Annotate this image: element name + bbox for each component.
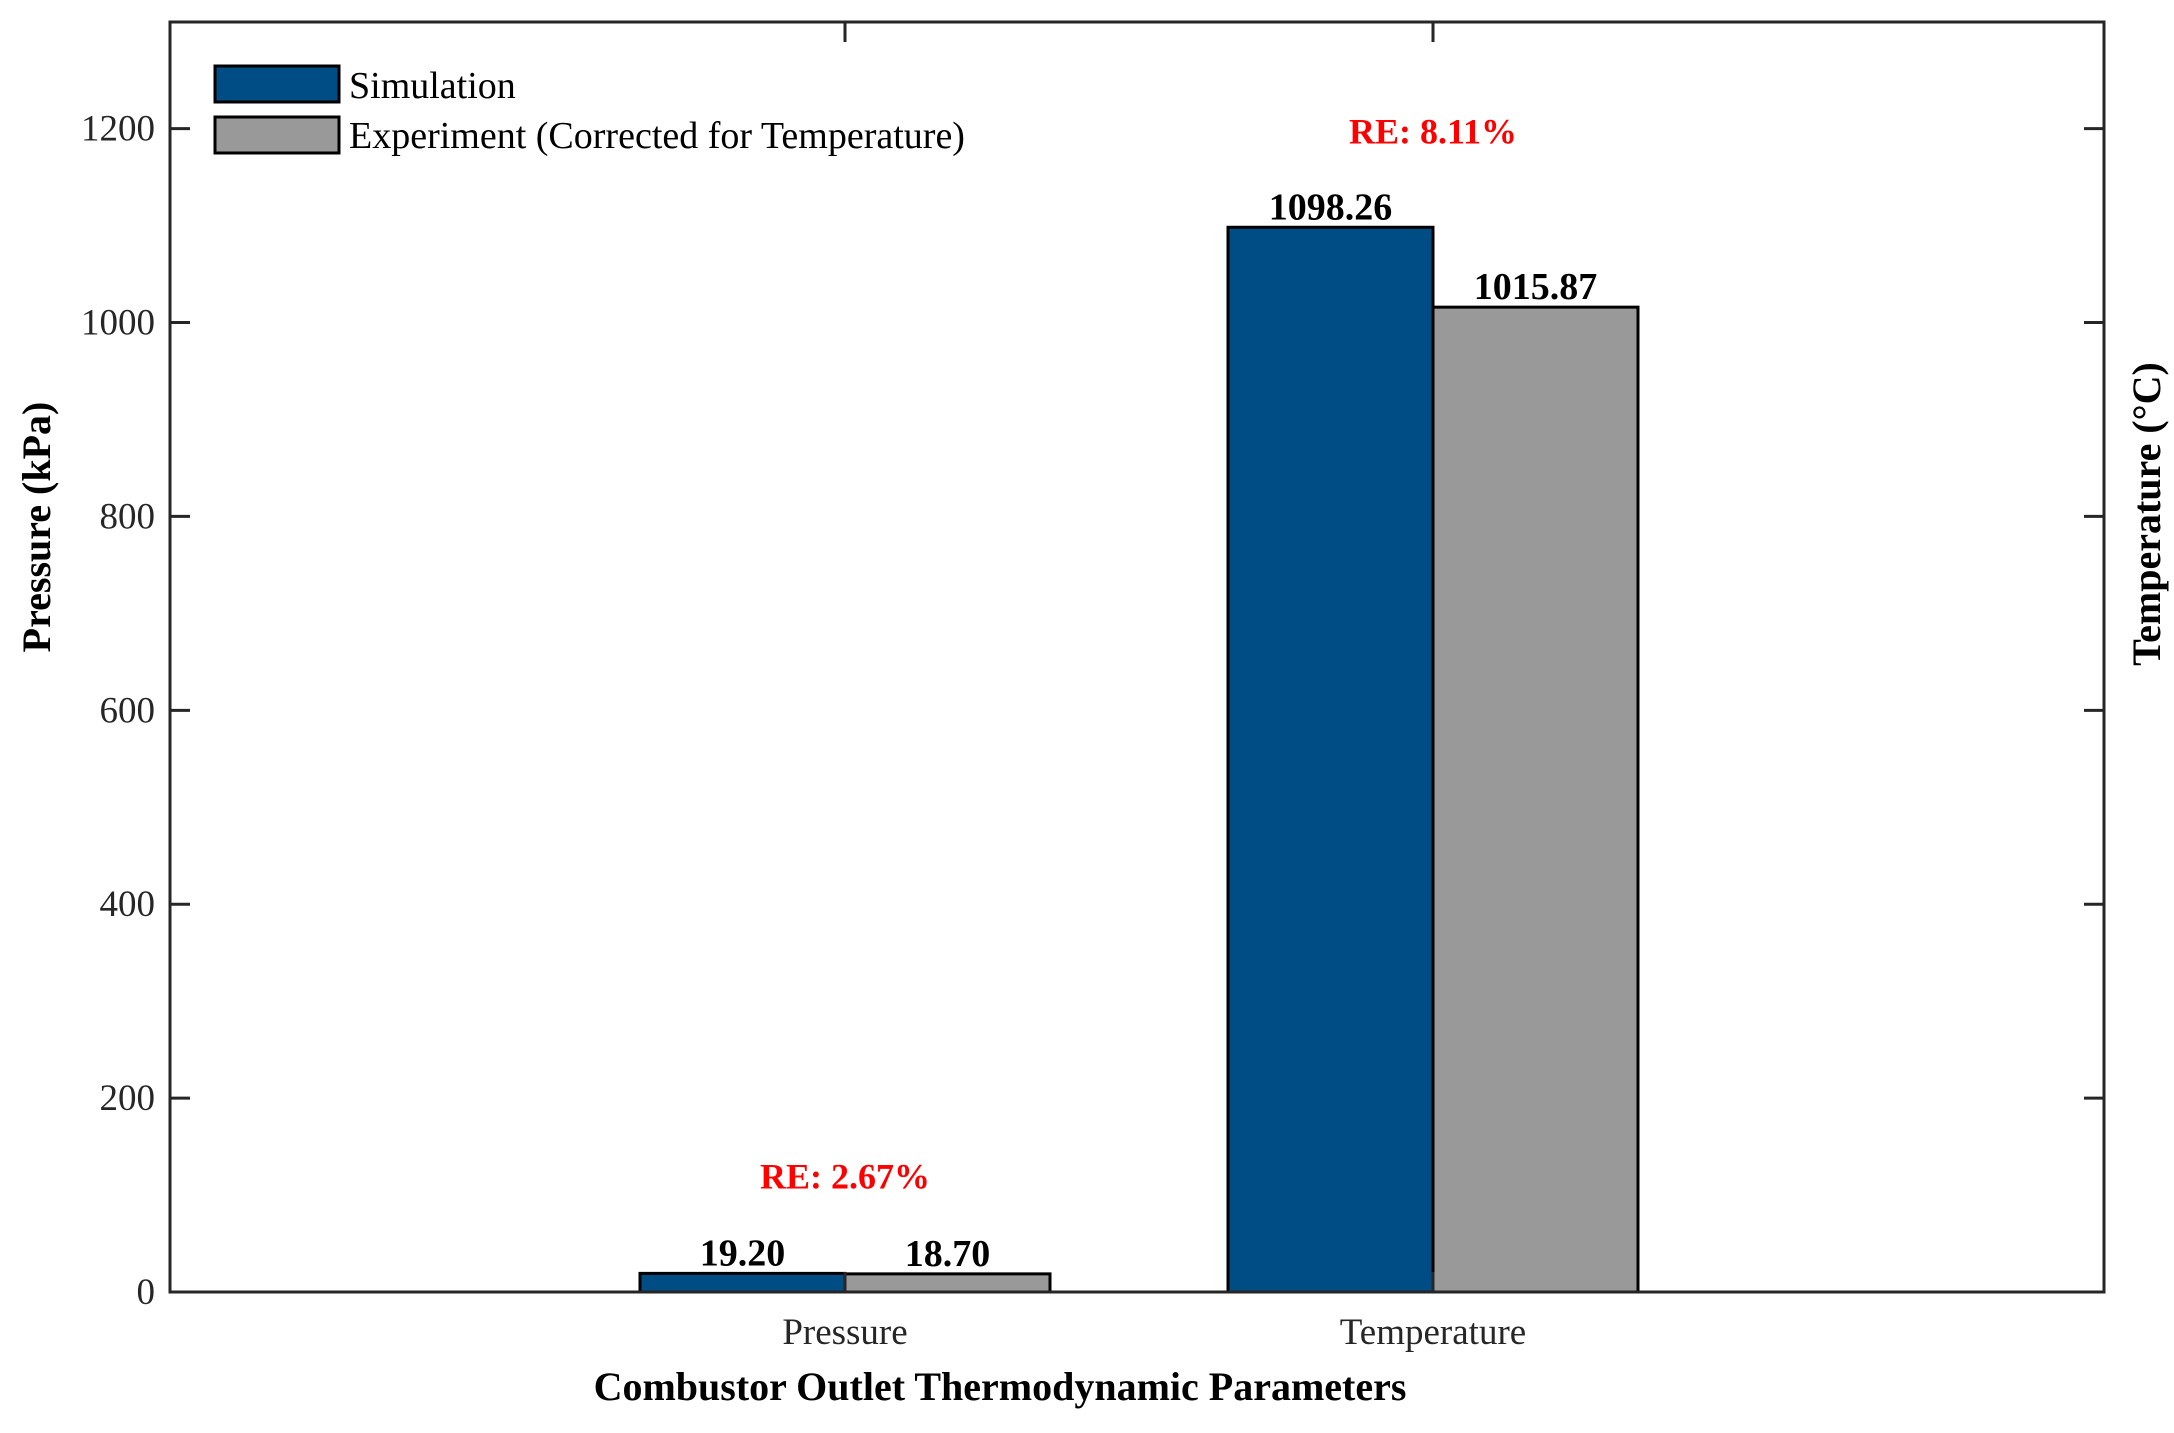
value-label-experiment-pressure: 18.70 [905,1233,991,1275]
bars-layer [638,225,1640,1294]
x-tick-label-temperature: Temperature [1340,1312,1526,1353]
bar-simulation-pressure [638,1271,847,1294]
y-tick-label: 600 [100,690,156,731]
value-labels-layer: 19.20 1098.26 18.70 1015.87 RE: 2.67% RE: 8.1… [700,112,1598,1275]
value-label-simulation-pressure: 19.20 [700,1232,786,1274]
y-axis-title-right: Temperature (°C) [2124,362,2169,666]
legend-swatch-simulation [213,64,341,104]
y-axis-title-left: Pressure (kPa) [14,402,59,653]
bar-experiment-pressure [843,1272,1052,1294]
value-label-simulation-temperature: 1098.26 [1269,186,1393,228]
axes-layer: 0 200 400 600 800 1000 1200 Pressure Temperature [81,20,2106,1353]
bar-experiment-temperature [1431,305,1640,1294]
relative-error-annotation-temperature: RE: 8.11% [1349,112,1517,152]
value-label-experiment-temperature: 1015.87 [1474,266,1598,308]
legend: Simulation Experiment (Corrected for Tem… [213,64,965,157]
legend-swatch-experiment [213,115,341,155]
y-tick-label: 800 [100,496,156,537]
bar-simulation-temperature [1226,225,1435,1294]
legend-label-simulation: Simulation [349,65,516,107]
relative-error-annotation-pressure: RE: 2.67% [760,1157,930,1197]
legend-label-experiment: Experiment (Corrected for Temperature) [349,115,965,157]
y-tick-label: 400 [100,884,156,925]
x-axis-title: Combustor Outlet Thermodynamic Parameter… [594,1364,1407,1409]
y-tick-label: 200 [100,1078,156,1119]
y-tick-label: 1000 [81,303,155,344]
plot-frame [168,20,2106,1294]
y-tick-label: 0 [137,1272,156,1313]
x-tick-label-pressure: Pressure [782,1312,907,1353]
y-tick-label: 1200 [81,109,155,150]
